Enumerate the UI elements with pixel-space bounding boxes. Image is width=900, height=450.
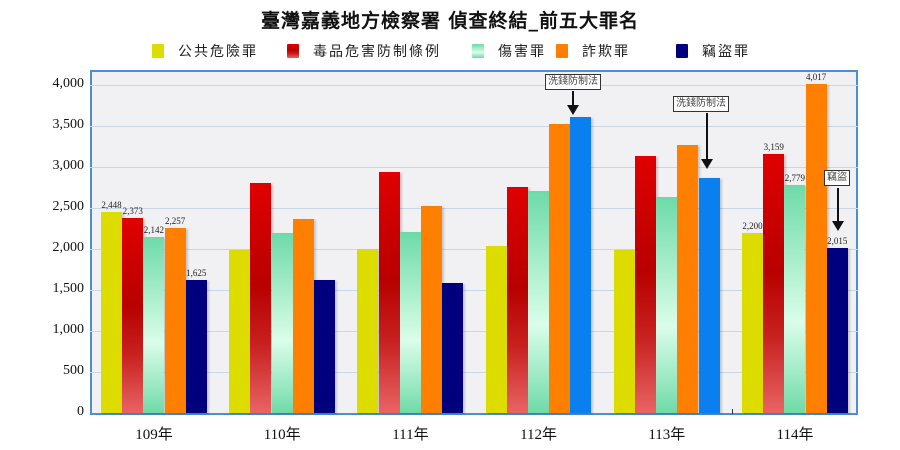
- x-tick-label: 112年: [520, 427, 558, 443]
- y-tick-label: 1,500: [52, 281, 85, 296]
- stray-tick-mark: [732, 409, 733, 414]
- legend-label: 詐欺罪: [582, 44, 630, 60]
- arrow-icon: [832, 188, 844, 231]
- arrow-icon: [701, 113, 713, 169]
- y-tick-label: 1,000: [52, 322, 85, 337]
- y-tick-label: 3,500: [52, 117, 85, 132]
- legend-swatch-navy: [676, 44, 688, 58]
- bar-112年-3[interactable]: [549, 123, 571, 413]
- bar-112年-2[interactable]: [528, 191, 549, 413]
- legend-label: 毒品危害防制條例: [313, 44, 441, 60]
- value-label: 2,448: [101, 200, 122, 211]
- bar-113年-4[interactable]: [698, 178, 720, 413]
- bar-113年-2[interactable]: [656, 196, 678, 413]
- legend-swatch-green: [472, 44, 484, 58]
- value-label: 2,373: [122, 206, 143, 217]
- bar-109年-3[interactable]: [164, 227, 186, 413]
- bar-110年-1[interactable]: [250, 183, 272, 413]
- y-tick-label: 2,000: [52, 240, 85, 255]
- bar-110年-0[interactable]: [229, 249, 251, 413]
- value-label: 4,017: [805, 71, 827, 82]
- bar-111年-4[interactable]: [442, 282, 464, 413]
- bar-113年-3[interactable]: [677, 145, 699, 413]
- arrow-icon: [567, 91, 579, 115]
- bar-111年-3[interactable]: [421, 205, 442, 413]
- value-label: 2,015: [827, 235, 848, 246]
- legend-item-public-danger[interactable]: 公共危險罪: [152, 40, 258, 62]
- value-label: 3,159: [763, 141, 784, 152]
- plot-area: [90, 70, 858, 415]
- legend-swatch-red: [287, 44, 299, 58]
- y-tick-label: 4,000: [52, 76, 85, 91]
- bar-112年-1[interactable]: [506, 186, 528, 413]
- gridline: [90, 331, 858, 332]
- gridline: [90, 249, 858, 250]
- value-label: 2,200: [742, 220, 763, 231]
- legend-item-fraud[interactable]: 詐欺罪: [556, 40, 630, 62]
- bar-109年-1[interactable]: [122, 218, 144, 413]
- chart-title: 臺灣嘉義地方檢察署 偵查終結_前五大罪名: [260, 10, 640, 32]
- x-tick-label: 113年: [648, 427, 686, 443]
- legend-item-drugs[interactable]: 毒品危害防制條例: [287, 40, 441, 62]
- bar-112年-0[interactable]: [485, 245, 507, 413]
- annotation-money-laundering-112: 洗錢防制法: [545, 74, 601, 90]
- legend-label: 竊盜罪: [702, 44, 750, 60]
- y-tick-label: 500: [63, 363, 84, 378]
- bar-113年-1[interactable]: [635, 155, 656, 413]
- bar-114年-4[interactable]: [826, 247, 848, 413]
- gridline: [90, 208, 858, 209]
- annotation-theft-114: 竊盜: [824, 170, 850, 186]
- gridline: [90, 372, 858, 373]
- gridline: [90, 167, 858, 168]
- y-tick-label: 3,000: [52, 158, 85, 173]
- x-tick-label: 110年: [263, 427, 301, 443]
- bar-111年-0[interactable]: [357, 249, 379, 413]
- legend-swatch-orange: [556, 44, 568, 58]
- bar-112年-4[interactable]: [570, 116, 592, 413]
- bar-109年-2[interactable]: [143, 237, 165, 413]
- bar-110年-4[interactable]: [314, 280, 335, 413]
- value-label: 2,142: [143, 225, 165, 236]
- legend-item-injury[interactable]: 傷害罪: [472, 40, 546, 62]
- annotation-money-laundering-113: 洗錢防制法: [673, 96, 729, 112]
- bar-114年-1[interactable]: [763, 153, 785, 413]
- legend-swatch-yellow: [152, 44, 164, 58]
- value-label: 2,257: [164, 215, 186, 226]
- x-tick-label: 114年: [776, 427, 814, 443]
- bar-109年-0[interactable]: [101, 212, 122, 413]
- bar-113年-0[interactable]: [613, 249, 635, 413]
- legend-item-theft[interactable]: 竊盜罪: [676, 40, 750, 62]
- bar-111年-2[interactable]: [399, 231, 421, 413]
- gridline: [90, 85, 858, 86]
- bar-114年-3[interactable]: [805, 83, 827, 413]
- y-tick-label: 2,500: [52, 199, 85, 214]
- bar-110年-3[interactable]: [292, 219, 314, 413]
- gridline: [90, 126, 858, 127]
- value-label: 2,779: [784, 173, 806, 184]
- bar-110年-2[interactable]: [271, 233, 293, 413]
- bar-114年-2[interactable]: [784, 185, 806, 413]
- legend-label: 公共危險罪: [178, 44, 258, 60]
- legend: 公共危險罪 毒品危害防制條例 傷害罪 詐欺罪 竊盜罪: [0, 40, 900, 62]
- bar-114年-0[interactable]: [742, 232, 763, 413]
- gridline: [90, 290, 858, 291]
- bar-109年-4[interactable]: [185, 279, 207, 413]
- bar-111年-1[interactable]: [378, 171, 400, 413]
- y-tick-label: 0: [77, 404, 84, 419]
- value-label: 1,625: [186, 267, 207, 278]
- x-tick-label: 111年: [392, 427, 429, 443]
- x-tick-label: 109年: [135, 427, 173, 443]
- legend-label: 傷害罪: [498, 44, 546, 60]
